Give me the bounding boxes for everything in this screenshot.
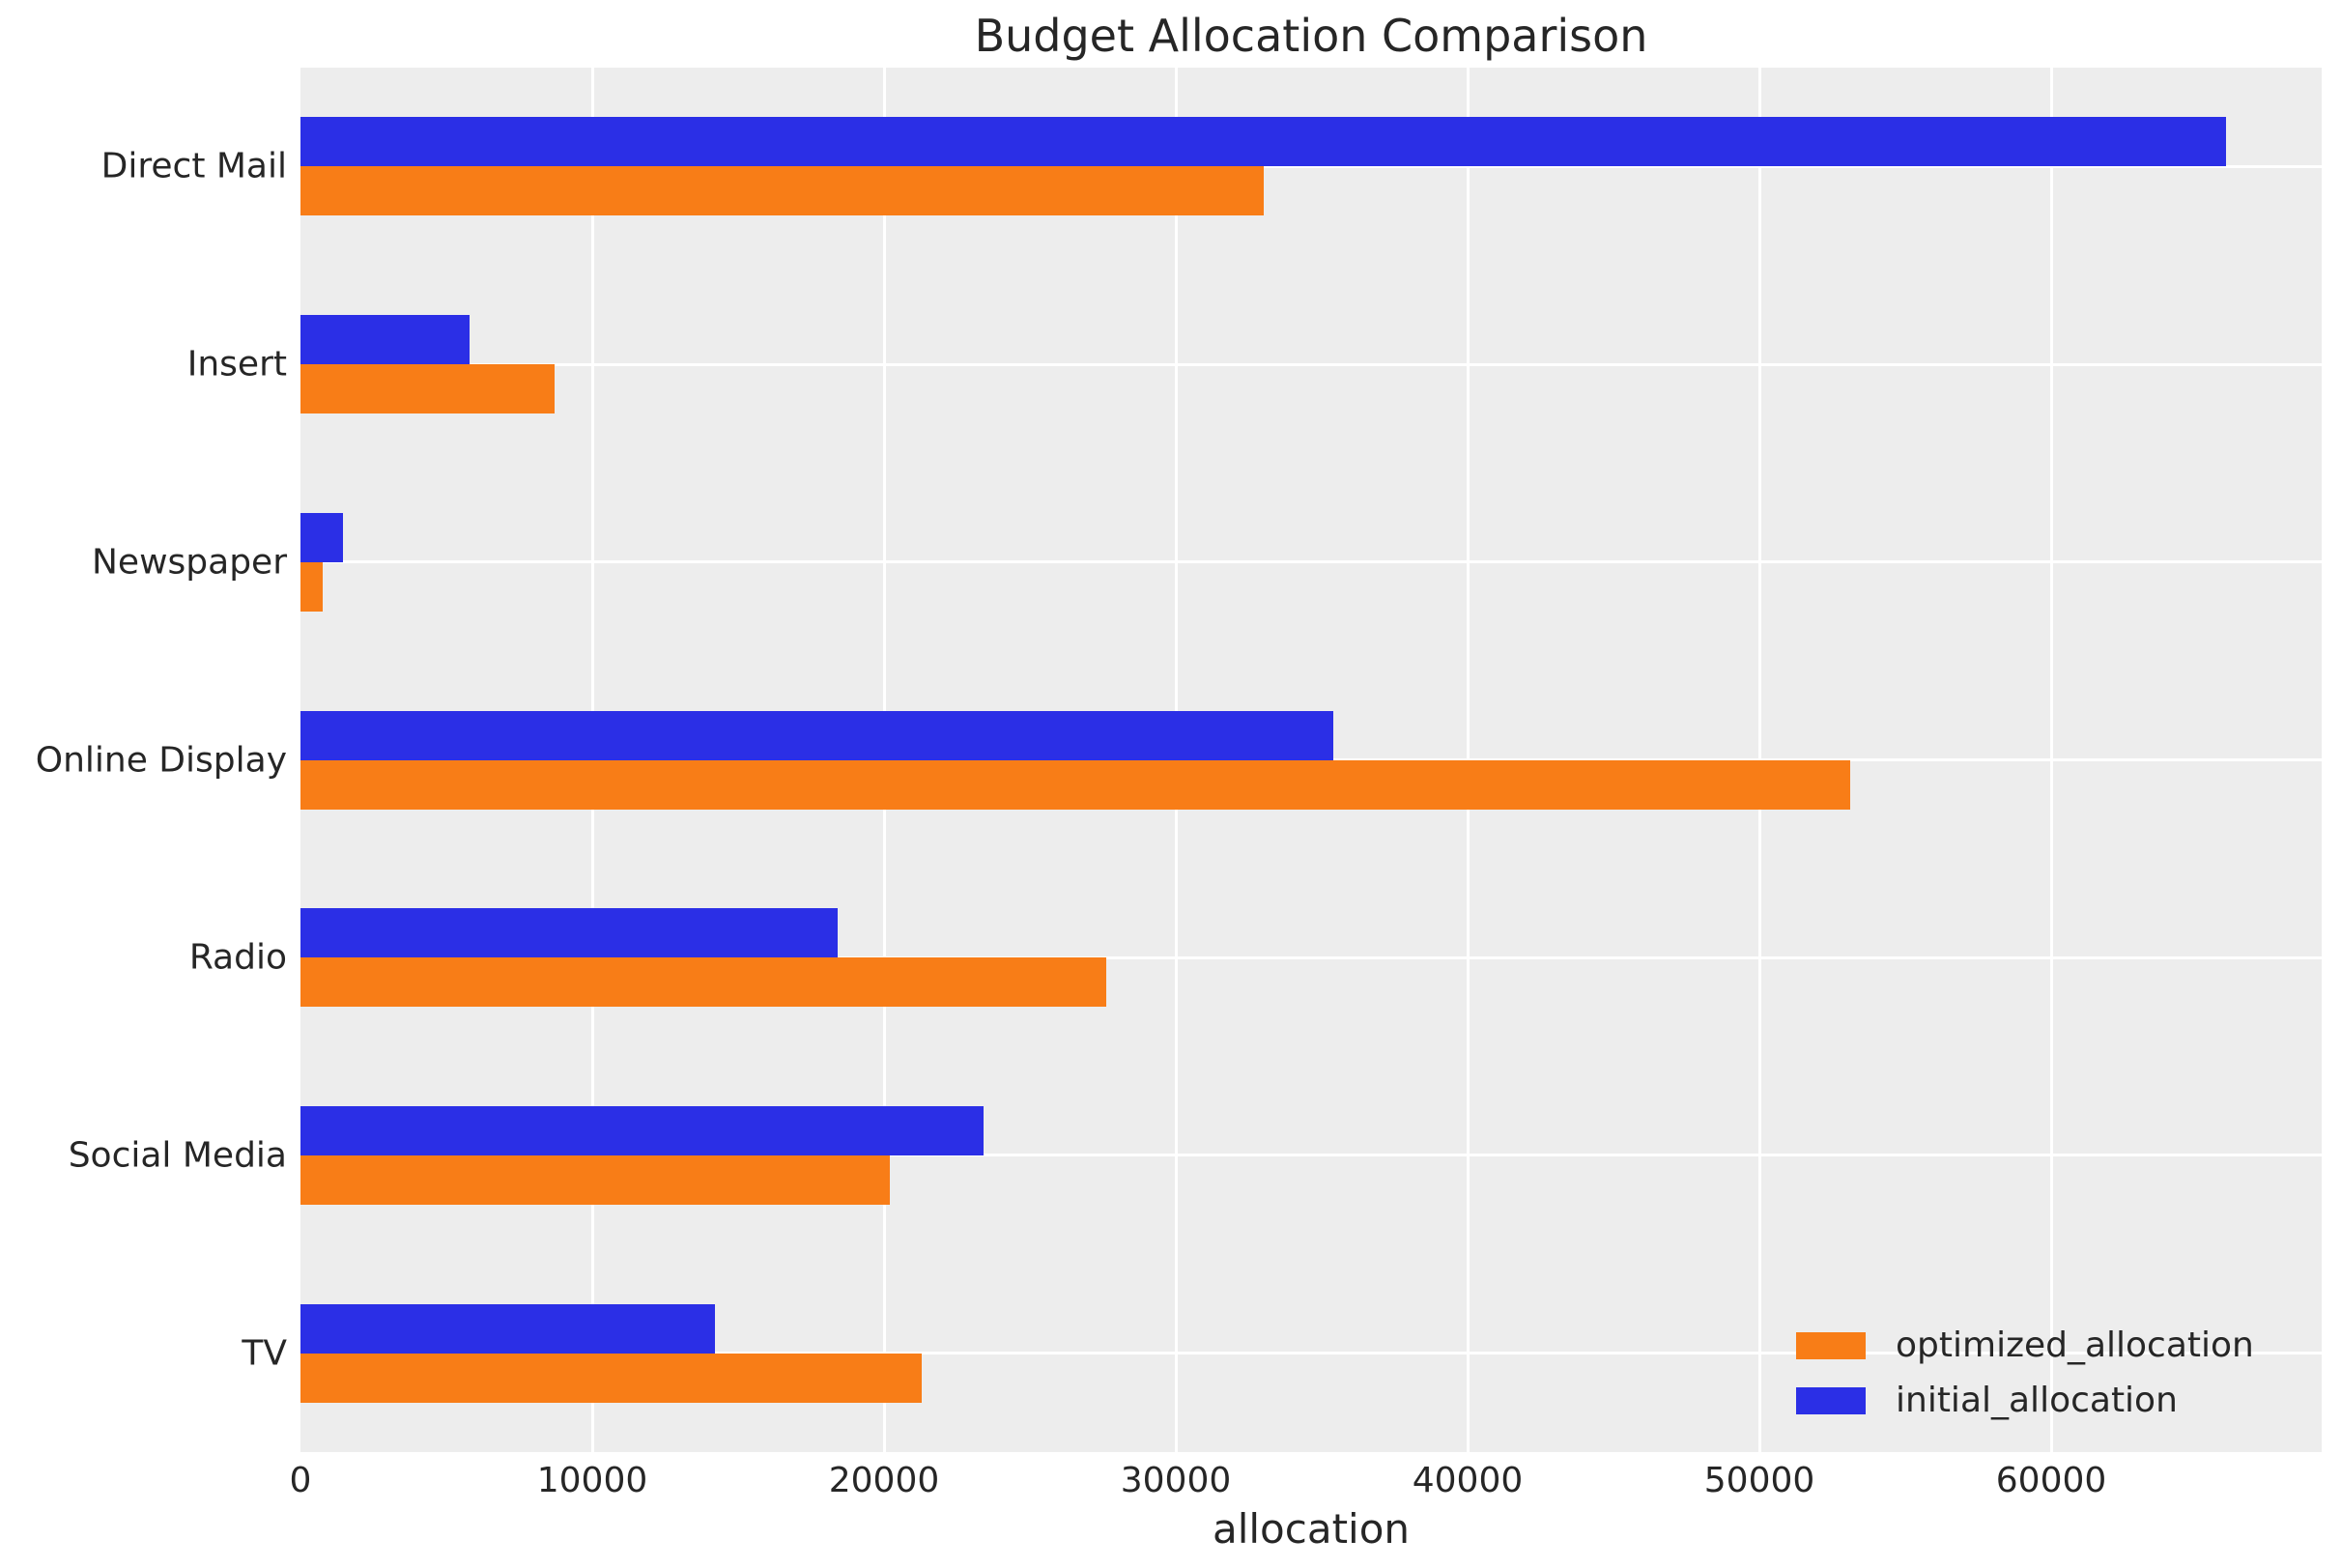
bar-radio-optimized_allocation <box>300 957 1106 1008</box>
ytick-label-social-media: Social Media <box>68 1135 287 1176</box>
bar-tv-optimized_allocation <box>300 1353 923 1403</box>
xtick-label-50000: 50000 <box>1703 1461 1815 1500</box>
bar-tv-initial_allocation <box>300 1303 715 1354</box>
bar-radio-initial_allocation <box>300 908 838 958</box>
plot-area <box>300 68 2322 1452</box>
bar-social-media-initial_allocation <box>300 1105 984 1155</box>
bar-online-display-initial_allocation <box>300 710 1334 760</box>
bar-social-media-optimized_allocation <box>300 1155 891 1205</box>
ytick-label-online-display: Online Display <box>35 740 287 780</box>
ytick-label-radio: Radio <box>188 937 287 978</box>
gridline-y-insert <box>300 362 2322 366</box>
legend-swatch-optimized_allocation <box>1796 1331 1866 1359</box>
xtick-label-20000: 20000 <box>828 1461 940 1500</box>
chart-title: Budget Allocation Comparison <box>974 10 1648 62</box>
bar-newspaper-optimized_allocation <box>300 561 323 612</box>
legend-item-optimized_allocation: optimized_allocation <box>1796 1318 2254 1373</box>
gridline-y-newspaper <box>300 560 2322 564</box>
ytick-label-tv: TV <box>242 1333 287 1374</box>
legend-item-initial_allocation: initial_allocation <box>1796 1373 2254 1428</box>
ytick-label-newspaper: Newspaper <box>92 542 287 583</box>
gridline-y-direct-mail <box>300 164 2322 168</box>
xtick-label-10000: 10000 <box>536 1461 648 1500</box>
gridline-y-radio <box>300 955 2322 959</box>
xtick-label-30000: 30000 <box>1120 1461 1232 1500</box>
bar-direct-mail-initial_allocation <box>300 117 2227 167</box>
xtick-label-60000: 60000 <box>1995 1461 2107 1500</box>
bar-insert-optimized_allocation <box>300 364 555 414</box>
legend-label-initial_allocation: initial_allocation <box>1896 1381 2178 1420</box>
legend-swatch-initial_allocation <box>1796 1386 1866 1414</box>
x-axis-label: allocation <box>1212 1505 1411 1553</box>
bar-online-display-optimized_allocation <box>300 759 1850 810</box>
bar-direct-mail-optimized_allocation <box>300 166 1264 216</box>
gridline-y-social-media <box>300 1154 2322 1157</box>
ytick-label-direct-mail: Direct Mail <box>100 146 287 186</box>
legend: optimized_allocation initial_allocation <box>1796 1318 2254 1428</box>
bar-insert-initial_allocation <box>300 315 471 365</box>
ytick-label-insert: Insert <box>186 344 287 385</box>
xtick-label-40000: 40000 <box>1412 1461 1524 1500</box>
gridline-y-tv <box>300 1352 2322 1355</box>
legend-label-optimized_allocation: optimized_allocation <box>1896 1326 2254 1365</box>
bar-newspaper-initial_allocation <box>300 512 343 562</box>
xtick-label-0: 0 <box>289 1461 312 1500</box>
